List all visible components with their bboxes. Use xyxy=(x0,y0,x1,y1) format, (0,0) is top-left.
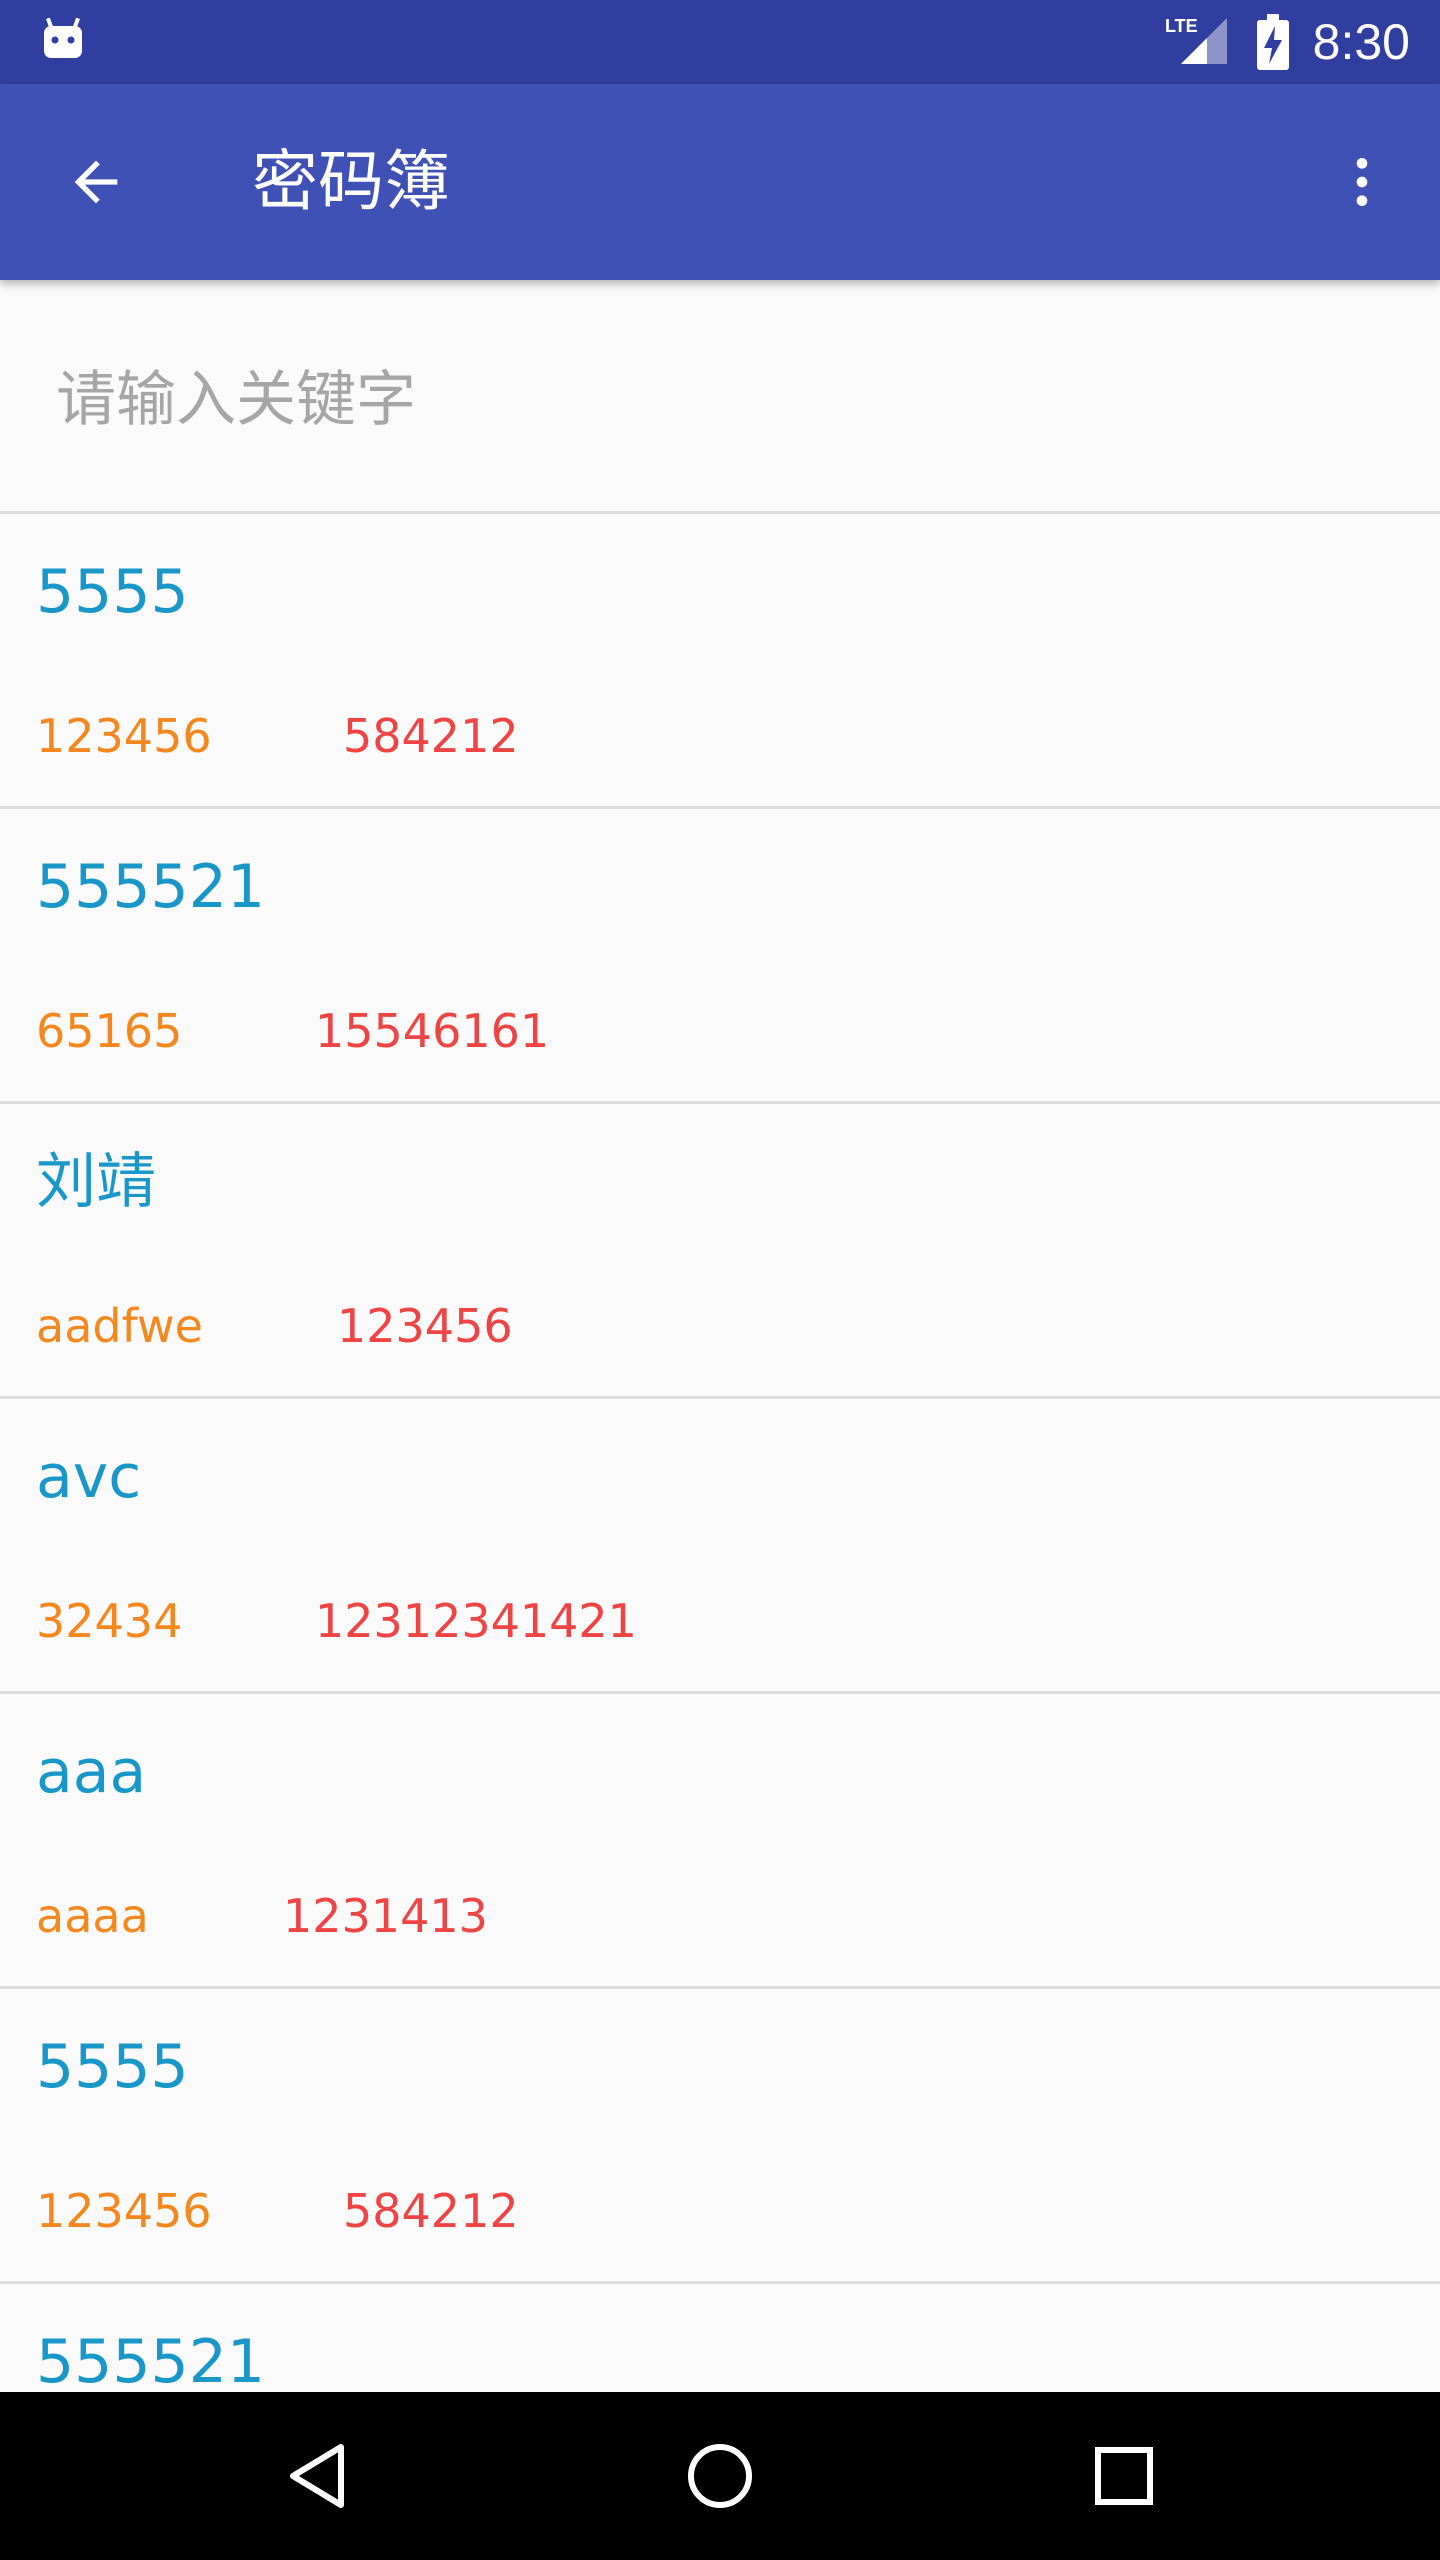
item-password: 15546161 xyxy=(315,1004,550,1058)
list-item[interactable]: 刘靖 aadfwe 123456 xyxy=(0,1104,1440,1399)
back-button[interactable] xyxy=(56,142,136,222)
item-password: 1231413 xyxy=(283,1889,488,1943)
nav-back-button[interactable] xyxy=(268,2426,368,2526)
item-name: 5555 xyxy=(36,2032,189,2102)
search-area xyxy=(0,280,1440,514)
android-icon xyxy=(44,17,82,58)
nav-home-icon xyxy=(688,2444,752,2508)
item-account: 32434 xyxy=(36,1594,183,1648)
page-title: 密码簿 xyxy=(252,143,450,220)
navigation-bar xyxy=(0,2392,1440,2560)
password-list[interactable]: 5555 123456 584212 555521 65165 15546161… xyxy=(0,514,1440,2392)
item-name: 刘靖 xyxy=(36,1147,156,1217)
more-vert-icon xyxy=(1356,158,1368,206)
lte-signal-icon: LTE xyxy=(1165,16,1227,64)
nav-home-button[interactable] xyxy=(670,2426,770,2526)
item-name: avc xyxy=(36,1442,142,1512)
list-item[interactable]: 555521 xyxy=(0,2284,1440,2392)
item-account: aaaa xyxy=(36,1889,149,1943)
arrow-back-icon xyxy=(74,160,118,204)
item-account: 65165 xyxy=(36,1004,183,1058)
item-password: 584212 xyxy=(343,709,519,763)
item-password: 123456 xyxy=(337,1299,513,1353)
search-input[interactable] xyxy=(56,350,1356,450)
item-name: aaa xyxy=(36,1737,147,1807)
item-name: 555521 xyxy=(36,2327,266,2392)
overflow-menu-button[interactable] xyxy=(1322,142,1402,222)
item-account: 123456 xyxy=(36,709,212,763)
nav-back-icon xyxy=(290,2444,344,2508)
item-password: 12312341421 xyxy=(315,1594,637,1648)
item-name: 5555 xyxy=(36,557,189,627)
status-time: 8:30 xyxy=(1312,14,1410,70)
list-item[interactable]: avc 32434 12312341421 xyxy=(0,1399,1440,1694)
list-item[interactable]: 555521 65165 15546161 xyxy=(0,809,1440,1104)
battery-charging-icon xyxy=(1256,14,1289,70)
svg-text:LTE: LTE xyxy=(1165,16,1198,36)
item-password: 584212 xyxy=(343,2184,519,2238)
list-item[interactable]: aaa aaaa 1231413 xyxy=(0,1694,1440,1989)
app-bar: 密码簿 xyxy=(0,84,1440,280)
item-account: aadfwe xyxy=(36,1299,203,1353)
nav-recents-icon xyxy=(1095,2447,1153,2505)
item-name: 555521 xyxy=(36,852,266,922)
nav-recents-button[interactable] xyxy=(1074,2426,1174,2526)
item-account: 123456 xyxy=(36,2184,212,2238)
list-item[interactable]: 5555 123456 584212 xyxy=(0,514,1440,809)
list-item[interactable]: 5555 123456 584212 xyxy=(0,1989,1440,2284)
status-bar: LTE 8:30 xyxy=(0,0,1440,84)
